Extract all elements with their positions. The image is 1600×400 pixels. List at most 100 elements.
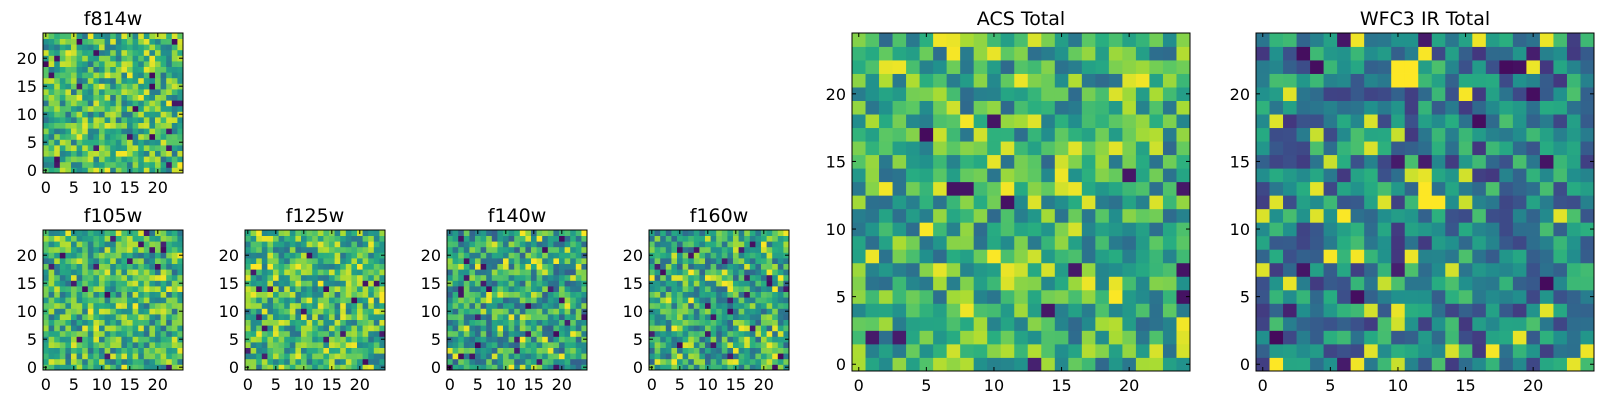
heatmap-cell <box>1041 262 1056 277</box>
heatmap-cell <box>777 319 784 326</box>
heatmap-cell <box>1445 357 1460 372</box>
heatmap-cell <box>1377 357 1392 372</box>
heatmap-cell <box>104 156 111 163</box>
heatmap-cell <box>99 133 105 140</box>
heatmap-cell <box>508 330 515 337</box>
heatmap-cell <box>749 342 756 348</box>
heatmap-cell <box>54 100 61 107</box>
heatmap-cell <box>783 358 790 365</box>
heatmap-cell <box>1095 87 1110 101</box>
heatmap-cell <box>705 269 711 276</box>
heatmap-cell <box>1418 330 1433 345</box>
heatmap-cell <box>491 330 498 337</box>
heatmap-cell <box>132 89 139 95</box>
heatmap-cell <box>1323 127 1338 142</box>
heatmap-cell <box>1108 357 1123 372</box>
heatmap-cell <box>682 241 689 248</box>
heatmap-cell <box>665 330 672 337</box>
heatmap-cell <box>340 274 347 281</box>
heatmap-cell <box>138 94 145 101</box>
heatmap-cell <box>475 297 481 304</box>
heatmap-cell <box>710 347 717 354</box>
heatmap-cell <box>649 241 655 248</box>
heatmap-cell <box>59 246 66 253</box>
heatmap-cell <box>317 280 324 287</box>
heatmap-cell <box>749 302 756 309</box>
heatmap-cell <box>82 302 89 309</box>
heatmap-cell <box>284 263 291 270</box>
heatmap-cell <box>110 77 117 84</box>
heatmap-cell <box>132 33 139 39</box>
heatmap-cell <box>508 269 515 276</box>
heatmap-cell <box>149 230 156 236</box>
heatmap-cell <box>906 87 920 101</box>
heatmap-cell <box>1095 208 1110 223</box>
heatmap-cell <box>115 319 122 326</box>
heatmap-cell <box>716 302 723 309</box>
heatmap-cell <box>705 241 711 248</box>
heatmap-cell <box>1499 222 1514 237</box>
heatmap-cell <box>351 353 358 360</box>
heatmap-cell <box>475 269 481 276</box>
heatmap-cell <box>491 302 498 309</box>
heatmap-cell <box>54 128 61 135</box>
heatmap-cell <box>71 358 77 365</box>
heatmap-cell <box>48 161 55 168</box>
heatmap-cell <box>542 347 549 354</box>
heatmap-cell <box>76 336 83 343</box>
heatmap-cell <box>166 145 173 151</box>
heatmap-cell <box>351 302 358 309</box>
heatmap-cell <box>76 89 83 95</box>
heatmap-cell <box>1054 181 1069 196</box>
heatmap-cell <box>1580 127 1595 142</box>
heatmap-cell <box>166 167 173 174</box>
heatmap-cell <box>1068 87 1083 101</box>
heatmap-cell <box>93 145 100 151</box>
heatmap-cell <box>721 330 728 337</box>
heatmap-cell <box>143 336 150 343</box>
heatmap-cell <box>1296 87 1311 101</box>
heatmap-cell <box>865 303 880 318</box>
heatmap-cell <box>1553 73 1568 88</box>
heatmap-cell <box>160 347 167 354</box>
heatmap-cell <box>1176 222 1191 237</box>
heatmap-cell <box>705 308 711 315</box>
heatmap-cell <box>143 230 150 236</box>
heatmap-cell <box>104 72 111 79</box>
heatmap-cell <box>1499 276 1514 291</box>
heatmap-cell <box>531 235 537 242</box>
heatmap-cell <box>127 156 133 163</box>
heatmap-cell <box>772 342 779 348</box>
heatmap-cell <box>1081 289 1096 304</box>
heatmap-cell <box>110 308 117 315</box>
heatmap-cell <box>59 302 66 309</box>
heatmap-cell <box>87 342 94 348</box>
heatmap-cell <box>716 235 723 242</box>
heatmap-cell <box>469 319 476 326</box>
heatmap-cell <box>82 286 89 292</box>
heatmap-cell <box>1041 46 1056 61</box>
heatmap-cell <box>564 297 571 304</box>
heatmap-cell <box>688 342 695 348</box>
heatmap-cell <box>82 33 89 39</box>
heatmap-cell <box>761 297 767 304</box>
heatmap-cell <box>1431 33 1446 47</box>
heatmap-cell <box>973 262 988 277</box>
heatmap-cell <box>362 347 369 354</box>
heatmap-cell <box>733 274 739 281</box>
heatmap-cell <box>1431 141 1446 156</box>
heatmap-cell <box>149 246 156 253</box>
heatmap-cell <box>475 274 481 281</box>
heatmap-cell <box>43 269 49 276</box>
heatmap-cell <box>1337 168 1352 183</box>
heatmap-cell <box>761 342 767 348</box>
heatmap-cell <box>82 66 89 73</box>
heatmap-cell <box>766 258 773 264</box>
heatmap-cell <box>1526 195 1541 210</box>
heatmap-cell <box>1485 289 1500 304</box>
heatmap-cell <box>1027 154 1042 169</box>
heatmap-cell <box>48 302 55 309</box>
heatmap-cell <box>143 128 150 135</box>
heatmap-cell <box>727 358 734 365</box>
heatmap-cell <box>104 105 111 112</box>
